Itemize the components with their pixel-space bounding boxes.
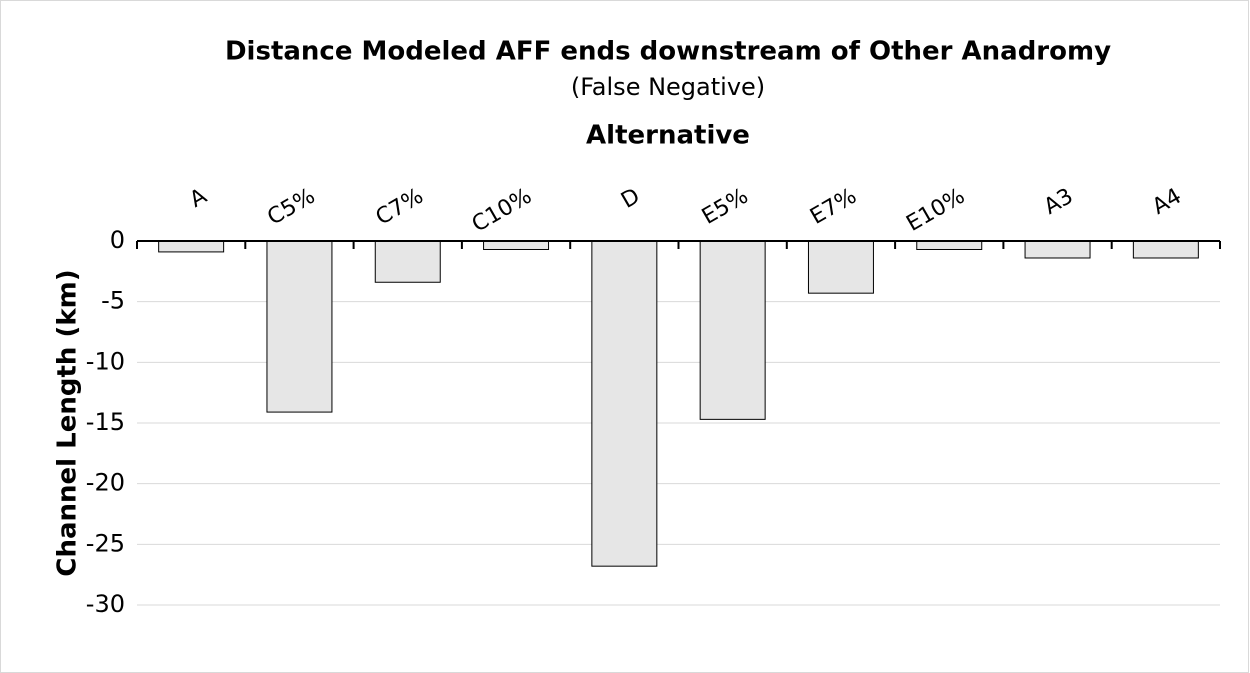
y-tick-label: -15 [86,408,125,436]
bar [807,240,874,294]
y-tick-label: 0 [110,226,125,254]
bar [699,240,766,420]
y-tick-label: -20 [86,469,125,497]
chart-subtitle: (False Negative) [571,73,765,101]
bar [591,240,658,567]
bar [158,240,225,253]
bar [374,240,441,283]
bar [916,240,983,250]
chart-title: Distance Modeled AFF ends downstream of … [225,37,1111,67]
y-tick-label: -5 [101,287,125,315]
bar [1132,240,1199,259]
y-axis-title: Channel Length (km) [53,269,83,576]
bar [1024,240,1091,259]
bar [483,240,550,250]
y-tick-label: -10 [86,347,125,375]
y-tick-label: -25 [86,529,125,557]
x-axis-title: Alternative [586,121,750,151]
bar [266,240,333,413]
y-tick-label: -30 [86,590,125,618]
